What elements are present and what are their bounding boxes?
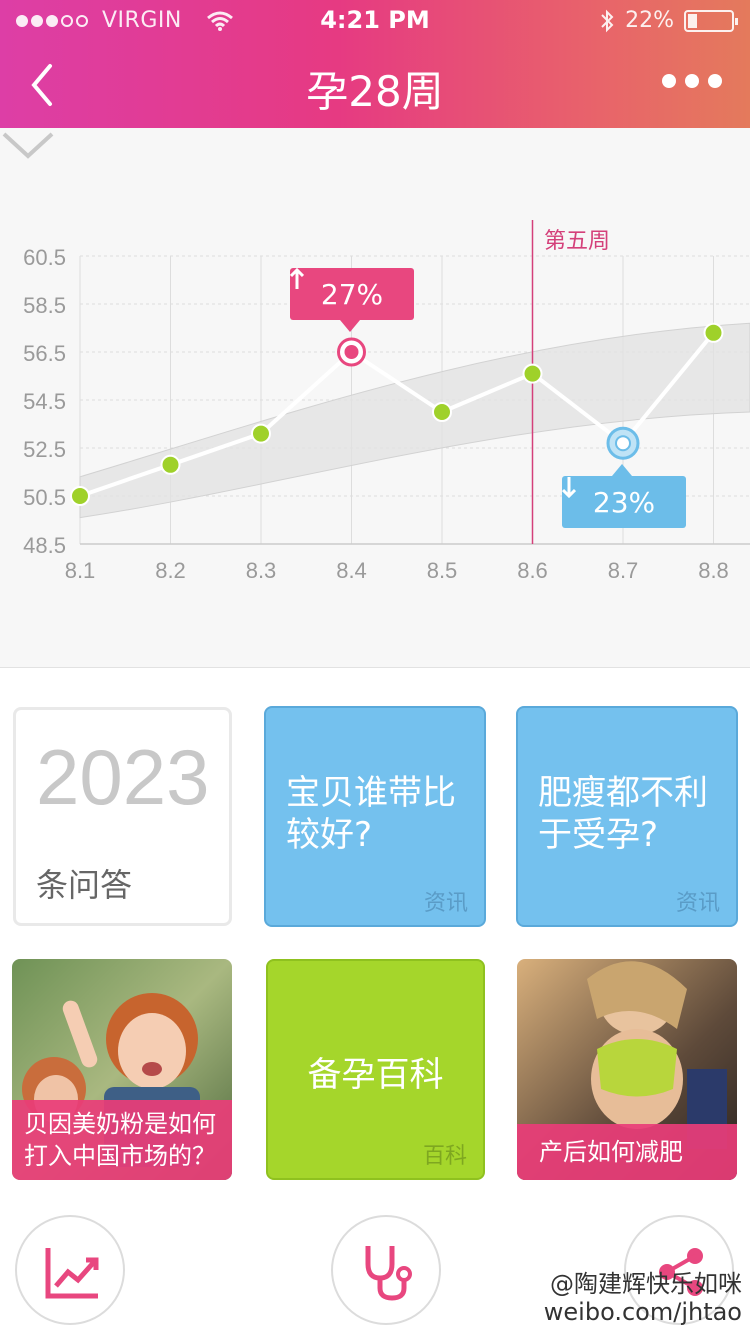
data-point — [251, 423, 271, 444]
decrease-value: 23% — [592, 485, 656, 519]
data-point-low-core — [615, 435, 631, 452]
signal-strength-icon — [16, 14, 88, 27]
qa-count-label: 条问答 — [36, 866, 133, 904]
y-tick-label: 48.5 — [23, 533, 66, 558]
x-tick-label: 8.1 — [65, 558, 96, 583]
chevron-down-icon[interactable] — [0, 128, 56, 164]
more-icon[interactable] — [662, 74, 722, 88]
question-text: 肥瘦都不利于受孕? — [538, 773, 708, 855]
article-card-milk[interactable]: 贝因美奶粉是如何打入中国市场的？ — [12, 959, 232, 1180]
qa-count-card[interactable]: 2023 条问答 — [13, 707, 232, 926]
signal-carrier: VIRGIN — [16, 8, 234, 33]
x-tick-label: 8.3 — [246, 558, 277, 583]
stethoscope-icon — [365, 1246, 412, 1301]
y-tick-label: 52.5 — [23, 437, 66, 462]
normal-range-band — [79, 322, 750, 519]
header-bar: VIRGIN 4:21 PM 22% 孕28周 — [0, 0, 750, 128]
page-title: 孕28周 — [306, 67, 444, 116]
y-tick-label: 54.5 — [23, 389, 66, 414]
chart-trend-icon — [45, 1248, 99, 1299]
encyclopedia-card[interactable]: 备孕百科 百科 — [266, 959, 485, 1180]
question-tag: 资讯 — [423, 891, 468, 916]
share-icon — [659, 1248, 703, 1296]
qa-count: 2023 — [36, 733, 210, 821]
increase-value: 27% — [320, 277, 384, 311]
x-tick-label: 8.5 — [427, 558, 458, 583]
data-point — [703, 322, 724, 343]
y-tick-label: 58.5 — [23, 293, 66, 318]
share-button[interactable] — [624, 1215, 734, 1325]
y-tick-label: 60.5 — [23, 245, 66, 270]
doctor-button[interactable] — [331, 1215, 441, 1325]
status-time: 4:21 PM — [320, 6, 430, 34]
x-tick-label: 8.8 — [698, 558, 729, 583]
encyclopedia-tag: 百科 — [422, 1144, 467, 1169]
watermark-url: weibo.com/jhtao — [543, 1298, 742, 1326]
article-card-fitness[interactable]: 产后如何减肥 — [517, 959, 737, 1180]
back-icon[interactable] — [22, 60, 68, 110]
weight-chart: 60.5 58.5 56.5 54.5 52.5 50.5 48.5 8.1 8.2 8.3 8.4… — [0, 128, 750, 668]
carrier-name: VIRGIN — [102, 8, 182, 33]
data-point-peak-core — [344, 345, 359, 359]
increase-callout: 27% — [290, 268, 414, 332]
watermark-user: @陶建辉快乐如咪 — [550, 1270, 742, 1298]
y-tick-label: 50.5 — [23, 485, 66, 510]
wifi-icon — [206, 11, 233, 31]
series-line — [79, 331, 716, 498]
data-point — [432, 402, 452, 422]
week-marker-label: 第五周 — [544, 229, 611, 254]
data-point — [522, 363, 543, 384]
article-caption: 产后如何减肥 — [517, 1124, 737, 1180]
question-card-2[interactable]: 肥瘦都不利于受孕? 资讯 — [516, 706, 738, 927]
y-tick-label: 56.5 — [23, 341, 66, 366]
arrow-down-icon — [562, 477, 576, 498]
line-chart: 60.5 58.5 56.5 54.5 52.5 50.5 48.58.1 8.2 8.3 8.4… — [23, 220, 750, 583]
article-caption: 贝因美奶粉是如何打入中国市场的？ — [12, 1100, 232, 1180]
battery-icon — [684, 9, 738, 32]
question-card-1[interactable]: 宝贝谁带比较好? 资讯 — [264, 706, 486, 927]
x-tick-label: 8.4 — [336, 558, 367, 583]
trend-button[interactable] — [15, 1215, 125, 1325]
question-text: 宝贝谁带比较好? — [286, 773, 456, 855]
arrow-up-icon — [290, 268, 304, 289]
battery-percent: 22% — [625, 8, 674, 33]
status-bar: VIRGIN 4:21 PM 22% — [0, 0, 750, 40]
encyclopedia-title: 备孕百科 — [307, 1055, 444, 1095]
weibo-watermark: @陶建辉快乐如咪 weibo.com/jhtao — [544, 1270, 742, 1326]
x-tick-label: 8.7 — [608, 558, 639, 583]
x-tick-label: 8.6 — [517, 558, 548, 583]
data-point — [160, 454, 181, 475]
x-tick-label: 8.2 — [155, 558, 186, 583]
data-point — [70, 486, 90, 506]
bluetooth-icon — [601, 9, 614, 32]
question-tag: 资讯 — [675, 891, 720, 916]
decrease-callout: 23% — [562, 464, 686, 528]
status-right: 22% — [599, 8, 738, 33]
